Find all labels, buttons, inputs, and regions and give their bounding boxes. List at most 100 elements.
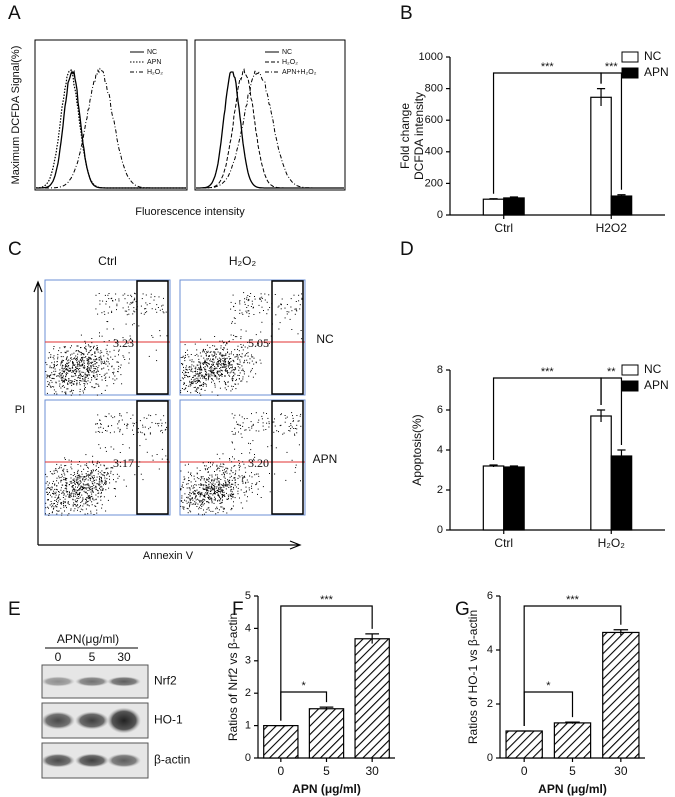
dot [211, 485, 212, 487]
dot [104, 313, 106, 315]
dot [222, 494, 224, 496]
dot [134, 298, 136, 300]
dot [195, 484, 197, 486]
dot [85, 476, 87, 478]
dot [234, 497, 236, 499]
dot [215, 493, 216, 495]
dot [196, 473, 198, 475]
dot [232, 505, 234, 507]
dot [199, 381, 201, 383]
dot [103, 341, 105, 343]
dot [84, 387, 86, 388]
dot [91, 358, 92, 360]
dot [187, 376, 189, 378]
dot [75, 491, 77, 493]
dot [97, 502, 99, 504]
dot [92, 498, 94, 500]
dot [130, 418, 132, 419]
dot [46, 476, 48, 478]
dot [202, 502, 204, 504]
dot [120, 415, 122, 417]
dot [210, 369, 212, 371]
dot [100, 363, 102, 365]
dot [81, 361, 83, 363]
dot [105, 489, 107, 491]
dot [118, 420, 120, 422]
dot [245, 471, 247, 473]
dot [205, 489, 207, 491]
dot [80, 487, 81, 489]
dot [106, 321, 108, 322]
dot [70, 480, 72, 482]
dot [60, 502, 62, 504]
dot [216, 464, 218, 466]
dot [56, 513, 58, 515]
dot [217, 500, 218, 502]
dot [224, 363, 226, 365]
dot [208, 370, 210, 372]
dot [130, 302, 132, 304]
dot [90, 349, 92, 351]
dot [266, 422, 268, 424]
dot [231, 467, 233, 469]
dot [233, 458, 235, 460]
dot [191, 497, 193, 499]
dot [64, 346, 66, 348]
dot [78, 494, 80, 495]
dot [75, 375, 77, 377]
dot [163, 297, 164, 299]
dot [198, 484, 200, 486]
legend-label: APN [644, 65, 669, 79]
x-axis-label: Fluorescence intensity [135, 206, 245, 218]
dot [106, 352, 108, 354]
y-tick-label: 2 [487, 698, 493, 710]
dot [107, 365, 109, 367]
dot [193, 380, 195, 382]
dot [93, 346, 94, 348]
dot [298, 300, 300, 302]
dot [82, 378, 84, 380]
dot [95, 465, 97, 467]
dot [46, 364, 48, 366]
dot [68, 365, 70, 366]
dot [60, 479, 62, 481]
dot [59, 372, 61, 374]
dot [189, 498, 191, 500]
dot [52, 492, 53, 494]
dot [191, 382, 193, 384]
dot [218, 509, 220, 511]
dot [80, 354, 82, 356]
dot [243, 361, 245, 363]
dot [101, 359, 102, 361]
dot [199, 493, 201, 495]
dot [192, 382, 194, 384]
dot [77, 363, 79, 365]
dot [218, 487, 220, 489]
dot [199, 371, 201, 373]
dot [105, 363, 107, 365]
dot [225, 389, 227, 391]
dot [208, 467, 210, 469]
dot [266, 413, 267, 414]
dot [248, 427, 250, 429]
dot [61, 380, 63, 381]
dot [76, 475, 78, 477]
histogram-curve [36, 67, 186, 189]
dot [219, 387, 221, 389]
dot [83, 375, 85, 377]
dot [51, 512, 53, 514]
dot [221, 363, 223, 365]
dot [90, 354, 92, 356]
dot [195, 373, 197, 375]
axis-arrow [33, 280, 43, 545]
dot [231, 493, 233, 495]
dot [165, 311, 167, 313]
dot [89, 346, 91, 348]
dot [58, 380, 60, 382]
dot [93, 499, 95, 501]
dot [211, 499, 213, 501]
dot [231, 367, 233, 369]
dot [232, 386, 234, 387]
dot [72, 505, 74, 507]
dot [145, 302, 147, 304]
